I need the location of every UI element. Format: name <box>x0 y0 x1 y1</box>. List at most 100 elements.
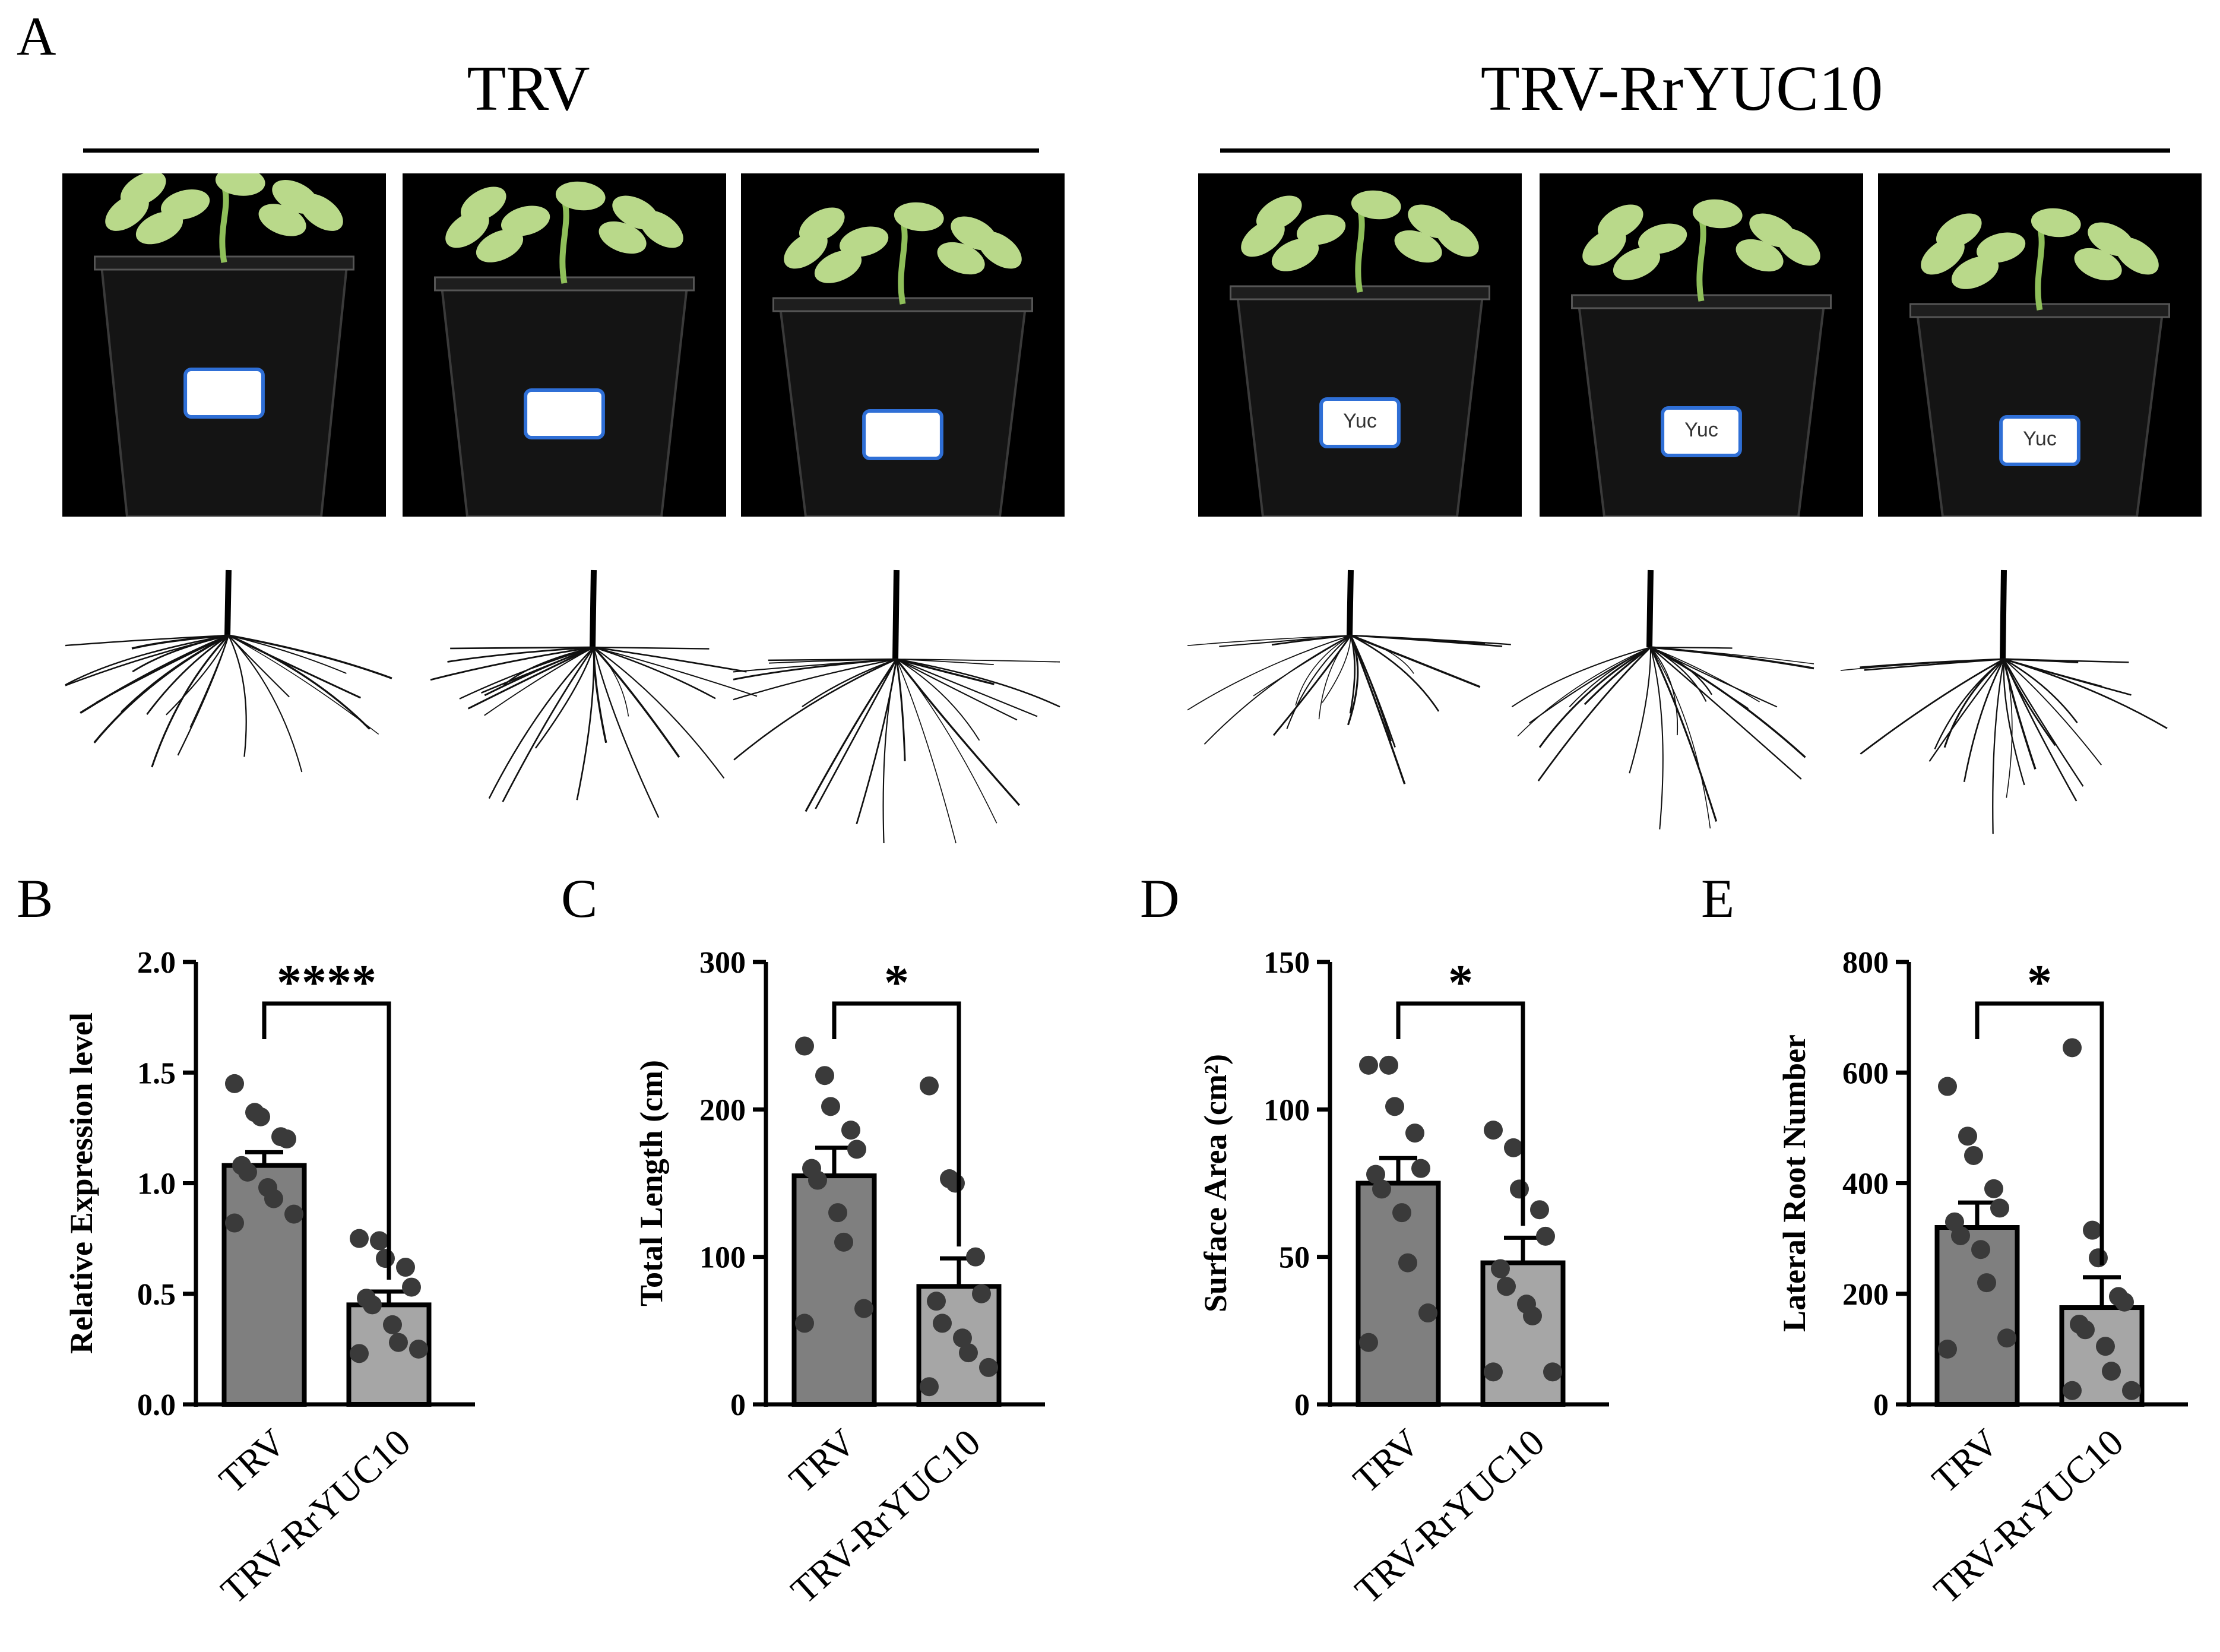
x-category-label: TRV <box>1924 1421 2007 1501</box>
data-point <box>959 1343 978 1363</box>
y-tick-label: 0.5 <box>137 1278 176 1312</box>
data-point <box>2089 1248 2108 1268</box>
pot-label-text: Yuc <box>1343 410 1377 432</box>
group-divider-trv-rryuc10 <box>1220 148 2170 153</box>
data-point <box>1938 1077 1957 1096</box>
data-point <box>277 1129 296 1148</box>
x-category-label: TRV <box>781 1421 864 1501</box>
error-bar <box>245 1150 283 1166</box>
data-point <box>2076 1320 2095 1340</box>
significance-label: * <box>884 955 909 1010</box>
data-point <box>2063 1381 2082 1400</box>
data-point <box>409 1339 428 1359</box>
y-tick-label: 200 <box>1842 1278 1889 1312</box>
plant-photo <box>741 173 1065 517</box>
data-point <box>225 1213 244 1233</box>
x-category-label: TRV <box>211 1421 294 1501</box>
data-point <box>363 1295 382 1315</box>
plant-pot-illustration <box>1230 190 1490 517</box>
data-point <box>284 1204 303 1224</box>
pot-label-text: Yuc <box>1684 419 1718 441</box>
data-point <box>402 1277 421 1297</box>
data-point <box>972 1284 991 1303</box>
chart-relative-expression: 0.0 0.5 1.0 1.5 2.0 Relative Expression level… <box>64 946 475 1612</box>
data-point <box>1958 1126 1977 1146</box>
data-point <box>854 1299 873 1318</box>
root-system-scan <box>733 569 1060 844</box>
error-bar <box>1379 1156 1417 1183</box>
y-tick-label: 300 <box>699 946 746 980</box>
data-point <box>828 1203 847 1223</box>
y-tick-label: 2.0 <box>137 946 176 980</box>
significance-bracket <box>832 1001 961 1247</box>
bar-1 <box>1480 1260 1566 1407</box>
data-point <box>1411 1159 1430 1178</box>
data-point <box>225 1074 244 1093</box>
y-axis-label: Relative Expression level <box>64 1012 99 1354</box>
data-point <box>2115 1292 2134 1312</box>
data-point <box>979 1357 998 1377</box>
data-point <box>2102 1362 2121 1381</box>
data-point <box>1491 1259 1510 1278</box>
plant-pot-illustration <box>94 173 354 517</box>
group-title-trv: TRV <box>467 53 590 124</box>
data-point <box>953 1328 972 1348</box>
data-point <box>350 1229 369 1248</box>
plant-photo: Yuc <box>1540 173 1863 517</box>
significance-label: * <box>1448 955 1473 1010</box>
data-point <box>946 1173 965 1193</box>
data-point <box>1938 1339 1957 1359</box>
data-point <box>1484 1362 1503 1382</box>
y-tick-label: 600 <box>1842 1056 1889 1090</box>
y-tick-label: 800 <box>1842 946 1889 980</box>
y-tick-label: 100 <box>1263 1093 1310 1127</box>
data-point <box>264 1189 283 1208</box>
data-point <box>847 1140 866 1159</box>
root-system-scan <box>65 569 392 773</box>
significance-bracket <box>1396 1001 1525 1226</box>
y-tick-label: 1.5 <box>137 1056 176 1090</box>
y-tick-label: 100 <box>699 1241 746 1275</box>
error-bar <box>1504 1235 1542 1263</box>
data-point <box>795 1314 814 1333</box>
y-tick-label: 200 <box>699 1093 746 1127</box>
y-tick-label: 400 <box>1842 1167 1889 1201</box>
data-point <box>1366 1164 1385 1184</box>
root-system-scan <box>430 569 758 818</box>
data-point <box>1379 1055 1398 1075</box>
data-point <box>920 1377 939 1397</box>
data-point <box>1964 1145 1983 1165</box>
data-point <box>834 1232 853 1252</box>
group-divider-trv <box>83 148 1039 153</box>
error-bar <box>815 1145 853 1176</box>
data-point <box>966 1247 985 1267</box>
plant-pot-illustration <box>1909 208 2170 517</box>
pot-label-text: Yuc <box>2023 428 2057 450</box>
y-tick-label: 0 <box>730 1388 746 1422</box>
data-point <box>1510 1179 1529 1199</box>
plant-photo <box>62 173 386 517</box>
panel-label-a: A <box>17 6 56 67</box>
data-point <box>2083 1220 2102 1240</box>
data-point <box>1405 1124 1424 1143</box>
data-point <box>396 1258 415 1277</box>
y-tick-label: 0 <box>1294 1388 1310 1422</box>
plant-photo: Yuc <box>1878 173 2202 517</box>
error-bar <box>370 1289 408 1305</box>
root-system-scan <box>1511 569 1814 830</box>
data-point <box>1372 1179 1391 1199</box>
data-point <box>2063 1038 2082 1058</box>
data-point <box>1984 1179 2003 1198</box>
data-point <box>821 1097 840 1116</box>
data-point <box>1971 1240 1990 1259</box>
data-point <box>815 1066 834 1085</box>
data-point <box>376 1249 395 1268</box>
data-point <box>1997 1328 2016 1348</box>
data-point <box>1418 1303 1437 1323</box>
plant-pot-illustration <box>772 202 1033 517</box>
data-point <box>389 1333 408 1352</box>
y-tick-label: 0.0 <box>137 1388 176 1422</box>
significance-bracket <box>262 1001 391 1280</box>
data-point <box>238 1162 257 1182</box>
